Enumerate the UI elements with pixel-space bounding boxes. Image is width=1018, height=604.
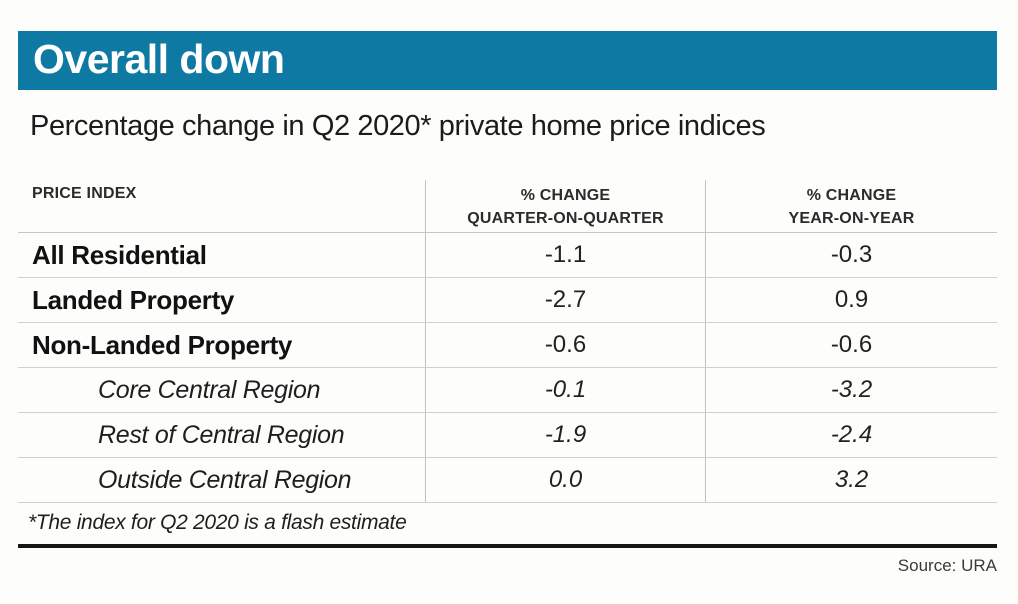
footnote: *The index for Q2 2020 is a flash estima… [28,511,407,534]
subtitle: Percentage change in Q2 2020* private ho… [30,110,766,142]
table-row-non-landed-property: Non-Landed Property -0.6 -0.6 [18,323,997,368]
yoy-value: 0.9 [705,278,997,322]
table-row-rest-of-central-region: Rest of Central Region -1.9 -2.4 [18,413,997,458]
row-label: Non-Landed Property [32,329,293,360]
yoy-value: 3.2 [705,458,997,502]
qoq-value: -0.1 [425,368,705,412]
col-header-qoq-line2: QUARTER-ON-QUARTER [467,210,664,228]
qoq-value: -0.6 [425,323,705,367]
table-row-landed-property: Landed Property -2.7 0.9 [18,278,997,323]
bottom-rule [18,544,997,548]
table-row-outside-central-region: Outside Central Region 0.0 3.2 [18,458,997,503]
col-header-qoq-line1: % CHANGE [520,187,611,204]
col-header-yoy: % CHANGE YEAR-ON-YEAR [705,180,997,232]
col-header-yoy-line1: % CHANGE [806,187,897,204]
yoy-value: -2.4 [705,413,997,457]
row-label: Core Central Region [98,375,321,404]
qoq-value: -2.7 [425,278,705,322]
row-label: All Residential [32,239,207,270]
source-label: Source: URA [897,556,997,575]
table-header-row: PRICE INDEX % CHANGE QUARTER-ON-QUARTER … [18,180,997,233]
row-label: Landed Property [32,284,235,315]
page-title: Overall down [33,35,285,82]
table-row-all-residential: All Residential -1.1 -0.3 [18,233,997,278]
col-header-qoq: % CHANGE QUARTER-ON-QUARTER [425,180,705,232]
price-index-table: PRICE INDEX % CHANGE QUARTER-ON-QUARTER … [18,180,997,503]
yoy-value: -3.2 [705,368,997,412]
col-header-yoy-line2: YEAR-ON-YEAR [788,210,915,228]
row-label: Rest of Central Region [98,420,345,449]
qoq-value: 0.0 [425,458,705,502]
qoq-value: -1.9 [425,413,705,457]
yoy-value: -0.6 [705,323,997,367]
yoy-value: -0.3 [705,233,997,277]
header-bar: Overall down [18,31,997,90]
table-row-core-central-region: Core Central Region -0.1 -3.2 [18,368,997,413]
qoq-value: -1.1 [425,233,705,277]
col-header-price-index: PRICE INDEX [32,185,137,202]
row-label: Outside Central Region [98,465,352,494]
